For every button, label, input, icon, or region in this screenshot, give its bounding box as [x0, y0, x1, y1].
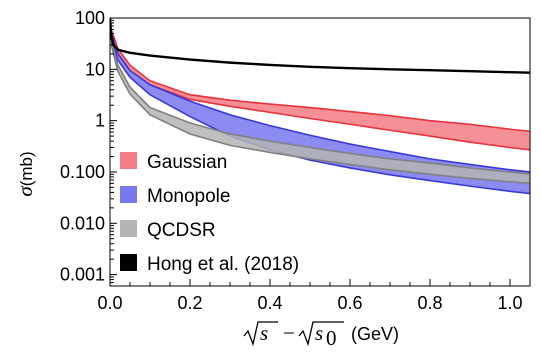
x-tick-label: 0.4: [257, 293, 282, 313]
y-tick-label: 10: [85, 59, 105, 79]
x-tick-label: 0.8: [417, 293, 442, 313]
y-axis-title: σ(mb): [13, 151, 37, 196]
x-tick-label: 0.6: [337, 293, 362, 313]
band-gaussian-upper-edge: [110, 29, 530, 133]
legend-label: QCDSR: [147, 220, 216, 241]
svg-text:s: s: [260, 321, 268, 345]
legend: Gaussian Monopole QCDSR Hong et al. (2018): [120, 152, 299, 275]
legend-label: Gaussian: [147, 152, 227, 173]
x-tick-label: 0.2: [177, 293, 202, 313]
svg-text:σ(mb): σ(mb): [13, 151, 37, 196]
svg-text:−: −: [283, 321, 295, 345]
lines-layer: [110, 18, 530, 74]
x-axis-title: s − s 0 (GeV): [243, 321, 399, 350]
legend-swatch: [120, 152, 137, 169]
svg-text:s: s: [315, 321, 323, 345]
band-qcdsr-upper-edge: [110, 41, 530, 175]
band-qcdsr-lower-edge: [110, 44, 530, 185]
legend-swatch: [120, 220, 137, 237]
band-qcdsr: [111, 41, 530, 184]
legend-label: Hong et al. (2018): [147, 254, 299, 275]
band-monopole-upper-edge: [110, 33, 530, 173]
axes: 0.0 0.2 0.4 0.6 0.8 1.0 100 10 1 0.100 0.010 0.001: [60, 8, 531, 313]
x-tick-label: 1.0: [497, 293, 522, 313]
y-tick-label: 0.001: [60, 265, 105, 285]
legend-swatch: [120, 254, 137, 271]
svg-text:0: 0: [326, 326, 337, 350]
x-tick-label: 0.0: [97, 293, 122, 313]
line-hong-et-al-2018: [110, 18, 530, 74]
legend-label: Monopole: [147, 186, 230, 207]
bands-layer: [110, 29, 530, 195]
band-gaussian: [111, 29, 530, 150]
plot-frame: [109, 17, 531, 287]
y-tick-label: 100: [75, 8, 105, 28]
legend-swatch: [120, 186, 137, 203]
svg-text:(GeV): (GeV): [351, 324, 399, 344]
y-tick-label: 1: [95, 111, 105, 131]
y-tick-label: 0.010: [60, 213, 105, 233]
y-tick-label: 0.100: [60, 162, 105, 182]
